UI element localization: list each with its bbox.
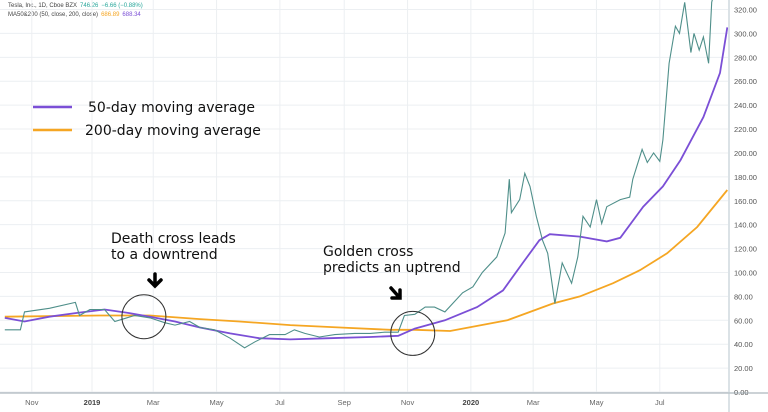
series <box>4 0 728 349</box>
golden-cross-circle <box>390 310 436 356</box>
y-tick-label: 320.00 <box>734 6 757 15</box>
indicator-header: MA50&200 (50, close, 200, close) 686.89 68… <box>8 12 144 18</box>
x-tick-label: Mar <box>147 398 160 407</box>
y-tick-label: 280.00 <box>734 53 757 62</box>
symbol-line: Tesla, Inc., 1D, Cboe BZX <box>8 3 78 9</box>
y-tick-label: 180.00 <box>734 173 757 182</box>
y-tick-label: 120.00 <box>734 245 757 254</box>
y-tick-label: 40.00 <box>734 340 753 349</box>
death-cross-text-line1: Death cross leads <box>111 231 236 247</box>
x-tick-label: Mar <box>527 398 540 407</box>
x-tick-label: May <box>209 398 223 407</box>
y-tick-label: 260.00 <box>734 77 757 86</box>
x-tick-label: Jul <box>655 398 665 407</box>
grid <box>0 0 728 393</box>
series-line-ma200 <box>4 189 728 332</box>
ma200-value-readout: 688.34 <box>122 12 141 18</box>
death-cross-circle <box>121 294 167 340</box>
golden-cross-arrow-icon <box>389 286 402 300</box>
x-tick-label: Nov <box>401 398 415 407</box>
series-line-ma50 <box>4 27 728 341</box>
legend: 50-day moving average 200-day moving ave… <box>33 100 261 139</box>
x-tick-label: 2020 <box>463 398 480 407</box>
y-tick-label: 80.00 <box>734 292 753 301</box>
x-tick-label: 2019 <box>84 398 101 407</box>
legend-label-ma50: 50-day moving average <box>88 100 255 116</box>
legend-label-ma200: 200-day moving average <box>85 123 261 139</box>
last-price: 746.26 <box>80 3 99 9</box>
annotation-golden-cross: Golden cross predicts an uptrend <box>323 244 461 356</box>
symbol-header: Tesla, Inc., 1D, Cboe BZX 746.26 −6.66 (−0… <box>8 3 146 9</box>
indicator-line: MA50&200 (50, close, 200, close) <box>8 12 99 18</box>
death-cross-arrow-icon <box>147 272 163 289</box>
golden-cross-text-line2: predicts an uptrend <box>323 260 461 276</box>
y-tick-label: 100.00 <box>734 268 757 277</box>
y-tick-label: 140.00 <box>734 221 757 230</box>
x-tick-label: May <box>589 398 603 407</box>
ma50-value-readout: 686.89 <box>101 12 120 18</box>
annotation-death-cross: Death cross leads to a downtrend <box>111 231 236 340</box>
golden-cross-text-line1: Golden cross <box>323 244 413 260</box>
y-tick-label: 240.00 <box>734 101 757 110</box>
x-tick-label: Jul <box>275 398 285 407</box>
y-tick-label: 160.00 <box>734 197 757 206</box>
series-line-price <box>4 0 713 349</box>
y-tick-label: 60.00 <box>734 316 753 325</box>
death-cross-text-line2: to a downtrend <box>111 247 218 263</box>
y-tick-label: 20.00 <box>734 364 753 373</box>
y-tick-label: 220.00 <box>734 125 757 134</box>
x-tick-label: Sep <box>338 398 351 407</box>
x-tick-label: Nov <box>25 398 39 407</box>
y-tick-label: 200.00 <box>734 149 757 158</box>
price-change: −6.66 (−0.88%) <box>101 3 143 9</box>
y-tick-label: 300.00 <box>734 29 757 38</box>
